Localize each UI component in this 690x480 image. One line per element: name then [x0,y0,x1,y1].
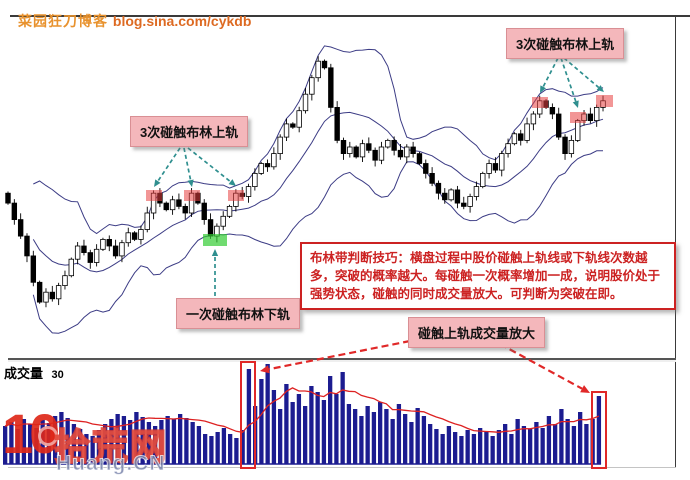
volume-separator-dark [8,358,676,360]
annotation-upper-touch-left: 3次碰触布林上轨 [130,116,249,147]
volume-separator-light [8,360,676,362]
red-dashed-arrows [260,339,590,393]
candlesticks [5,56,606,308]
chart-right-border [675,15,676,467]
blog-url: blog.sina.com/cykdb [112,13,252,29]
volume-ma-period: 30 [51,369,64,381]
annotation-volume-note: 碰触上轨成交量放大 [408,317,546,348]
blog-header: 菜园狂刀博客 blog.sina.com/cykdb [18,11,251,31]
chart-bottom-border [8,467,676,468]
annotation-upper-touch-right: 3次碰触布林上轨 [506,28,625,59]
teal-dashed-arrows [154,57,604,296]
volume-highlight-rects [240,361,607,469]
header-rule [10,15,690,17]
volume-ma-line [4,387,600,433]
annotation-lower-touch: 一次碰触布林下轨 [176,298,301,329]
volume-bars [3,364,602,465]
blog-name: 菜园狂刀博客 [18,13,108,29]
touch-markers [146,95,613,246]
volume-pane-label: 成交量 30 [4,363,64,383]
explanation-box: 布林带判断技巧：横盘过程中股价碰触上轨线或下轨线次数越多，突破的概率越大。每碰触… [300,242,676,311]
volume-label-text: 成交量 [4,366,44,381]
